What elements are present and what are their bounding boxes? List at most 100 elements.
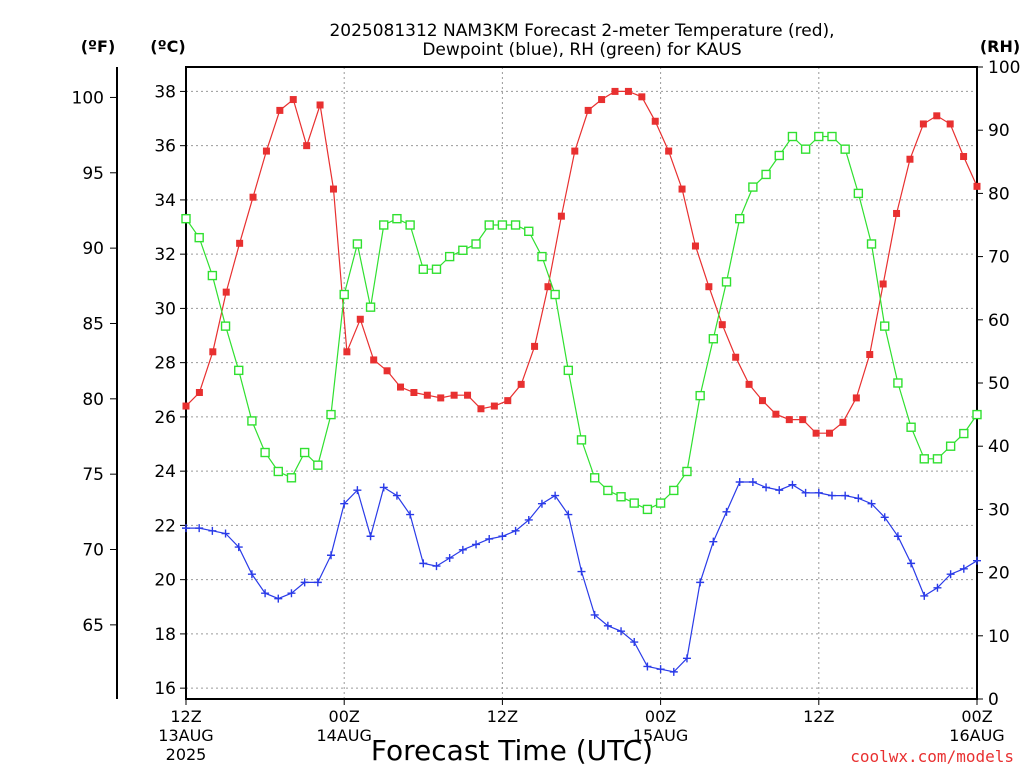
fahrenheit-tick-label: 95 xyxy=(82,164,104,184)
rh-tick-label: 30 xyxy=(988,500,1010,520)
x-tick-label: 00Z xyxy=(961,707,992,726)
data-point xyxy=(471,239,481,249)
data-point xyxy=(221,529,230,538)
celsius-tick-label: 24 xyxy=(154,462,176,482)
fahrenheit-tick-label: 65 xyxy=(82,616,104,636)
data-point xyxy=(972,409,982,420)
data-point xyxy=(273,466,283,477)
celsius-tick-label: 30 xyxy=(154,299,176,319)
data-point xyxy=(772,410,780,418)
data-point xyxy=(276,106,284,114)
data-point xyxy=(893,209,901,217)
fahrenheit-tick-label: 80 xyxy=(82,390,104,410)
celsius-tick-label: 36 xyxy=(154,137,176,157)
data-point xyxy=(906,155,914,163)
data-point xyxy=(758,397,766,405)
data-point xyxy=(598,96,606,104)
celsius-tick-label: 20 xyxy=(154,571,176,591)
chart-title-line1: 2025081312 NAM3KM Forecast 2-meter Tempe… xyxy=(329,21,834,41)
data-point xyxy=(563,365,574,376)
data-point xyxy=(564,510,573,519)
data-point xyxy=(236,239,244,247)
data-point xyxy=(814,131,824,142)
data-point xyxy=(866,239,877,249)
data-point xyxy=(611,87,619,95)
data-point xyxy=(379,483,388,492)
data-point xyxy=(490,402,498,410)
data-point xyxy=(812,429,820,437)
data-point xyxy=(397,383,405,391)
data-point xyxy=(920,591,929,600)
data-point xyxy=(973,556,981,565)
data-point xyxy=(682,654,691,663)
data-point xyxy=(352,239,363,249)
data-point xyxy=(960,153,968,161)
data-point xyxy=(907,559,916,568)
data-point xyxy=(327,551,336,560)
data-point xyxy=(498,532,507,541)
data-point xyxy=(879,280,887,288)
x-tick-year-label: 2025 xyxy=(166,745,207,764)
rh-tick-label: 90 xyxy=(988,121,1010,141)
data-point xyxy=(485,534,494,543)
data-point xyxy=(406,510,415,519)
data-point xyxy=(365,302,376,312)
data-point xyxy=(866,351,874,359)
data-point xyxy=(405,220,415,230)
data-point xyxy=(444,251,455,262)
data-point xyxy=(410,388,418,396)
fahrenheit-tick-label: 85 xyxy=(82,314,104,334)
data-point xyxy=(691,242,699,250)
data-point xyxy=(326,409,336,420)
data-point xyxy=(274,594,283,603)
data-point xyxy=(603,485,613,496)
data-point xyxy=(919,120,927,128)
data-point xyxy=(722,507,731,516)
celsius-tick-label: 22 xyxy=(154,516,176,536)
data-point xyxy=(735,213,745,224)
data-point xyxy=(340,499,349,508)
data-point xyxy=(732,353,740,361)
data-point xyxy=(624,87,632,95)
data-point xyxy=(577,567,586,576)
fahrenheit-unit-label: (ºF) xyxy=(81,37,116,56)
data-point xyxy=(880,321,890,331)
data-point xyxy=(299,447,310,458)
data-point xyxy=(313,578,322,587)
data-point xyxy=(517,380,525,388)
data-point xyxy=(853,188,864,199)
data-point xyxy=(839,418,847,426)
data-point xyxy=(551,491,560,500)
data-point xyxy=(550,289,560,300)
data-point xyxy=(234,365,244,376)
data-point xyxy=(669,485,679,496)
data-point xyxy=(339,289,349,300)
data-point xyxy=(708,334,719,344)
chart-title-line2: Dewpoint (blue), RH (green) for KAUS xyxy=(422,40,741,60)
data-point xyxy=(287,589,296,598)
data-point xyxy=(651,117,659,125)
data-point xyxy=(544,283,552,291)
x-tick-date-label: 13AUG xyxy=(158,726,213,745)
x-tick-label: 00Z xyxy=(329,707,360,726)
x-tick-label: 00Z xyxy=(645,707,676,726)
x-tick-label: 12Z xyxy=(803,707,834,726)
data-point xyxy=(524,226,534,237)
data-point xyxy=(629,498,639,508)
data-point xyxy=(678,185,686,193)
data-point xyxy=(799,416,807,424)
data-point xyxy=(854,494,863,503)
data-point xyxy=(785,416,793,424)
data-point xyxy=(392,491,401,500)
data-point xyxy=(370,356,378,364)
data-point xyxy=(959,564,968,573)
data-point xyxy=(418,264,428,274)
data-point xyxy=(788,480,797,489)
rh-tick-label: 40 xyxy=(988,437,1010,457)
data-point xyxy=(484,220,494,230)
data-point xyxy=(450,391,458,399)
data-point xyxy=(775,486,784,495)
data-point xyxy=(207,270,218,281)
x-tick-date-label: 16AUG xyxy=(949,726,1004,745)
